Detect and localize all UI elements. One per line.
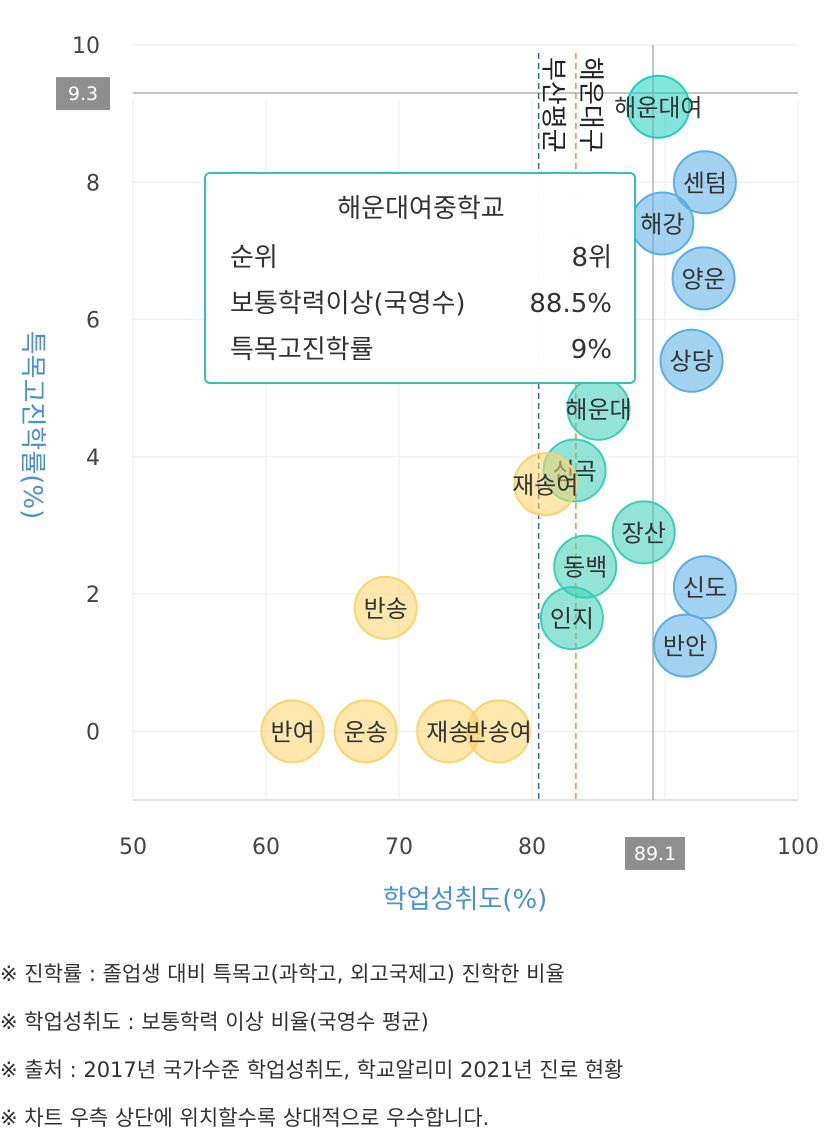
bubble-marker[interactable] (333, 699, 398, 764)
y-tick-label: 4 (86, 446, 100, 471)
footnote: ※ 학업성취도 : 보통학력 이상 비율(국영수 평균) (0, 1010, 429, 1034)
bubble-label: 재송 (426, 718, 470, 746)
bubble[interactable]: 센텀 (672, 150, 737, 215)
bubble[interactable]: 신도 (672, 555, 737, 620)
bubble[interactable]: 반송여 (466, 699, 532, 764)
bubble-series: 해운대여센텀해강양운상당해운대신곡재송여장산동백신도반송인지반안반여운송재송반송… (260, 74, 737, 764)
bubble-label: 반송여 (466, 718, 532, 746)
bubble-marker[interactable] (353, 575, 418, 640)
bubble-label: 운송 (344, 718, 388, 746)
bubble-label: 상당 (670, 348, 714, 376)
footnotes: ※ 진학률 : 졸업생 대비 특목고(과학고, 외고국제고) 진학한 비율 ※ … (0, 950, 827, 1142)
y-tick-label: 0 (86, 720, 100, 745)
bubble-marker[interactable] (466, 699, 531, 764)
bubble[interactable]: 반안 (652, 613, 717, 678)
bubble-label: 반송 (364, 595, 408, 623)
x-tick-label: 60 (252, 835, 280, 860)
ref-x-label: 89.1 (634, 843, 676, 865)
bubble-label: 반여 (271, 718, 315, 746)
tooltip-value-rate: 9% (570, 335, 612, 365)
bubble-marker[interactable] (539, 586, 604, 651)
x-tick-label: 100 (777, 835, 819, 860)
ref-x-label-box (625, 837, 686, 870)
bubble-label: 신도 (683, 574, 727, 602)
bubble[interactable]: 해운대 (565, 376, 632, 441)
x-axis-title: 학업성취도(%) (383, 885, 548, 915)
bubble[interactable]: 해강 (630, 191, 695, 256)
footnote: ※ 출처 : 2017년 국가수준 학업성취도, 학교알리미 2021년 진로 … (0, 1058, 624, 1082)
bubble-marker[interactable] (659, 328, 724, 393)
tooltip-value-achievement: 88.5% (529, 289, 612, 319)
tooltip-label-achievement: 보통학력이상(국영수) (230, 289, 466, 319)
bubble-marker[interactable] (611, 500, 676, 565)
footnote: ※ 진학률 : 졸업생 대비 특목고(과학고, 외고국제고) 진학한 비율 (0, 962, 565, 986)
ref-y-label-box (56, 77, 110, 111)
bubble[interactable]: 운송 (333, 699, 398, 764)
tooltip: 해운대여중학교 순위 8위 보통학력이상(국영수) 88.5% 특목고진학률 9… (204, 172, 636, 384)
y-axis-title: 특목고진학률(%) (17, 331, 47, 520)
bubble[interactable]: 재송 (416, 699, 481, 764)
bubble[interactable]: 장산 (611, 500, 676, 565)
x-tick-label: 80 (518, 835, 546, 860)
bubble-marker[interactable] (626, 74, 691, 139)
bubble[interactable]: 반여 (260, 699, 325, 764)
y-tick-label: 10 (72, 34, 100, 59)
reference-labels: 9.3 89.1 (56, 77, 686, 870)
tooltip-value-rank: 8위 (571, 243, 612, 273)
average-line-label: 부산평균 (538, 57, 568, 153)
tooltip-row-rate: 특목고진학률 9% (230, 327, 612, 373)
tooltip-label-rank: 순위 (230, 243, 278, 273)
bubble-marker[interactable] (672, 150, 737, 215)
bubble-marker[interactable] (652, 613, 717, 678)
bubble[interactable]: 양운 (671, 246, 736, 311)
axis-ticks: 02468105060708090100 (72, 34, 819, 860)
bubble-marker[interactable] (672, 555, 737, 620)
y-tick-label: 2 (86, 583, 100, 608)
bubble-marker[interactable] (671, 246, 736, 311)
bubble-label: 재송여 (512, 471, 578, 499)
bubble-label: 반안 (663, 633, 707, 661)
bubble-label: 양운 (681, 265, 725, 293)
x-tick-label: 50 (119, 835, 147, 860)
bubble[interactable]: 재송여 (512, 452, 578, 517)
y-tick-label: 8 (86, 171, 100, 196)
y-tick-label: 6 (86, 309, 100, 334)
tooltip-row-rank: 순위 8위 (230, 235, 612, 281)
bubble-label: 해운대여 (614, 94, 702, 122)
bubble-label: 동백 (563, 554, 607, 582)
bubble-label: 인지 (550, 605, 594, 633)
ref-y-label: 9.3 (68, 83, 98, 105)
footnote: ※ 차트 우측 상단에 위치할수록 상대적으로 우수합니다. (0, 1106, 490, 1130)
bubble-label: 해운대 (565, 396, 631, 424)
bubble[interactable]: 해운대여 (614, 74, 703, 139)
bubble-marker[interactable] (513, 452, 578, 517)
bubble[interactable]: 반송 (353, 575, 418, 640)
average-line-label: 해운대구 (575, 57, 605, 153)
bubble-label: 해강 (640, 210, 684, 238)
tooltip-row-achievement: 보통학력이상(국영수) 88.5% (230, 281, 612, 327)
tooltip-label-rate: 특목고진학률 (230, 335, 374, 365)
bubble[interactable]: 동백 (553, 534, 618, 599)
bubble[interactable]: 인지 (539, 586, 604, 651)
x-tick-label: 70 (385, 835, 413, 860)
tooltip-title: 해운대여중학교 (337, 194, 505, 224)
bubble[interactable]: 상당 (659, 328, 724, 393)
bubble-label: 장산 (622, 519, 666, 547)
bubble-label: 센텀 (683, 169, 727, 197)
bubble-marker[interactable] (260, 699, 325, 764)
